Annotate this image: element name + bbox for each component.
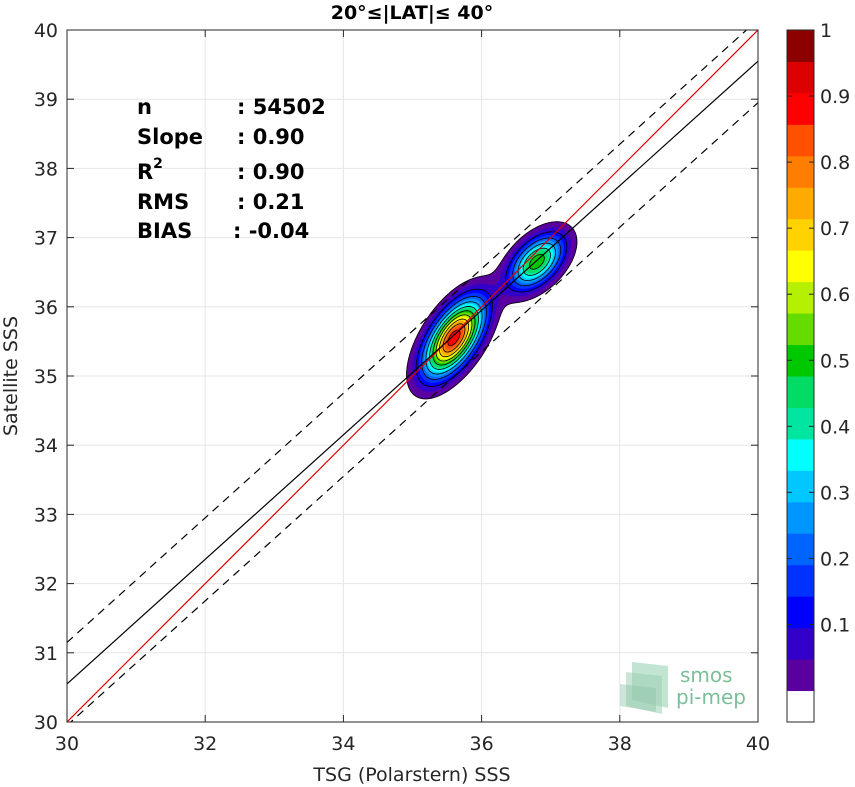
contour-line-level-0	[406, 221, 578, 400]
x-tick-label: 34	[331, 733, 355, 755]
y-tick-label: 38	[34, 158, 58, 180]
colorbar-segment	[787, 596, 814, 629]
colorbar-segment	[787, 250, 814, 283]
logo: smos pi-mep	[620, 662, 746, 714]
regression-line	[67, 60, 758, 685]
colorbar-segment	[787, 61, 814, 94]
colorbar-tick-label: 0.6	[820, 284, 850, 306]
grid	[66, 29, 759, 723]
colorbar-tick-label: 0.8	[820, 152, 850, 174]
colorbar-segment	[787, 30, 814, 62]
colorbar-segment	[787, 313, 814, 346]
colorbar: 0.1 0.2 0.3 0.4 0.5 0.6 0.7 0.8 0.9 1	[786, 20, 850, 723]
colorbar-segment	[787, 690, 814, 723]
colorbar-segment	[787, 627, 814, 660]
colorbar-segment	[787, 659, 814, 692]
colorbar-segment	[787, 155, 814, 188]
logo-text-smos: smos	[680, 663, 733, 687]
stat-slope-label: Slope	[137, 125, 203, 149]
stat-r2-letter: R	[137, 160, 153, 184]
stat-rms-label: RMS	[137, 190, 189, 214]
stat-bias-value: : -0.04	[233, 219, 309, 243]
logo-text-pi-mep: pi-mep	[676, 685, 746, 709]
reference-lines	[67, 30, 758, 722]
logo-graphic-icon	[620, 662, 668, 714]
stat-r2-label: R2	[137, 156, 163, 184]
colorbar-segment	[787, 124, 814, 157]
contour-line-level-6	[425, 242, 556, 375]
stat-r2-value: : 0.90	[237, 160, 305, 184]
chart-title: 20°≤|LAT|≤ 40°	[331, 2, 494, 24]
colorbar-frame	[786, 29, 815, 723]
x-axis-ticks: 30 32 34 36 38 40	[55, 30, 770, 755]
colorbar-segment	[787, 218, 814, 251]
contour-line-level-14	[438, 318, 470, 358]
upper-line	[67, 30, 748, 643]
stat-bias-label: BIAS	[137, 219, 192, 243]
colorbar-tick-label: 0.5	[820, 350, 850, 372]
y-tick-label: 32	[34, 574, 58, 596]
x-tick-label: 30	[55, 733, 79, 755]
x-tick-label: 40	[746, 733, 770, 755]
y-tick-label: 40	[34, 20, 58, 42]
x-tick-label: 32	[193, 733, 217, 755]
stat-r2-superscript: 2	[153, 156, 163, 172]
x-tick-label: 36	[470, 733, 494, 755]
colorbar-segment	[787, 470, 814, 503]
y-tick-label: 36	[34, 297, 58, 319]
colorbar-tick-label: 1	[820, 20, 832, 42]
x-axis-label: TSG (Polarstern) SSS	[312, 764, 510, 786]
y-tick-label: 34	[34, 435, 58, 457]
y-axis-label: Satellite SSS	[0, 316, 22, 436]
y-tick-label: 35	[34, 366, 58, 388]
colorbar-segment	[787, 376, 814, 408]
colorbar-tick-label: 0.1	[820, 614, 850, 636]
stat-rms-value: : 0.21	[237, 190, 305, 214]
colorbar-segment	[787, 92, 814, 125]
y-tick-label: 39	[34, 89, 58, 111]
y-tick-label: 30	[34, 712, 58, 734]
colorbar-segment	[787, 438, 814, 471]
colorbar-tick-label: 0.3	[820, 482, 850, 504]
colorbar-tick-label: 0.2	[820, 548, 850, 570]
y-tick-label: 37	[34, 228, 58, 250]
identity-line	[67, 30, 758, 722]
colorbar-segment	[787, 564, 814, 597]
colorbar-segment	[787, 187, 814, 220]
y-axis-ticks: 30 31 32 33 34 35 36 37 38 39 40	[34, 20, 758, 734]
y-tick-label: 33	[34, 504, 58, 526]
contour-line-level-8	[429, 247, 551, 370]
stat-n-value: : 54502	[237, 95, 326, 119]
x-tick-label: 38	[608, 733, 632, 755]
colorbar-tick-label: 0.7	[820, 218, 850, 240]
colorbar-segment	[787, 281, 814, 314]
stats-box: n : 54502 Slope : 0.90 R2 : 0.90 RMS : 0…	[137, 95, 326, 243]
stat-slope-value: : 0.90	[237, 125, 305, 149]
colorbar-segment	[787, 407, 814, 440]
colorbar-tick-label: 0.4	[820, 416, 850, 438]
colorbar-segment	[787, 501, 814, 534]
contour-line-level-16	[442, 323, 466, 353]
stat-n-label: n	[137, 95, 152, 119]
colorbar-tick-label: 0.9	[820, 86, 850, 108]
y-tick-label: 31	[34, 643, 58, 665]
colorbar-segment	[787, 533, 814, 566]
lower-line	[69, 102, 758, 722]
